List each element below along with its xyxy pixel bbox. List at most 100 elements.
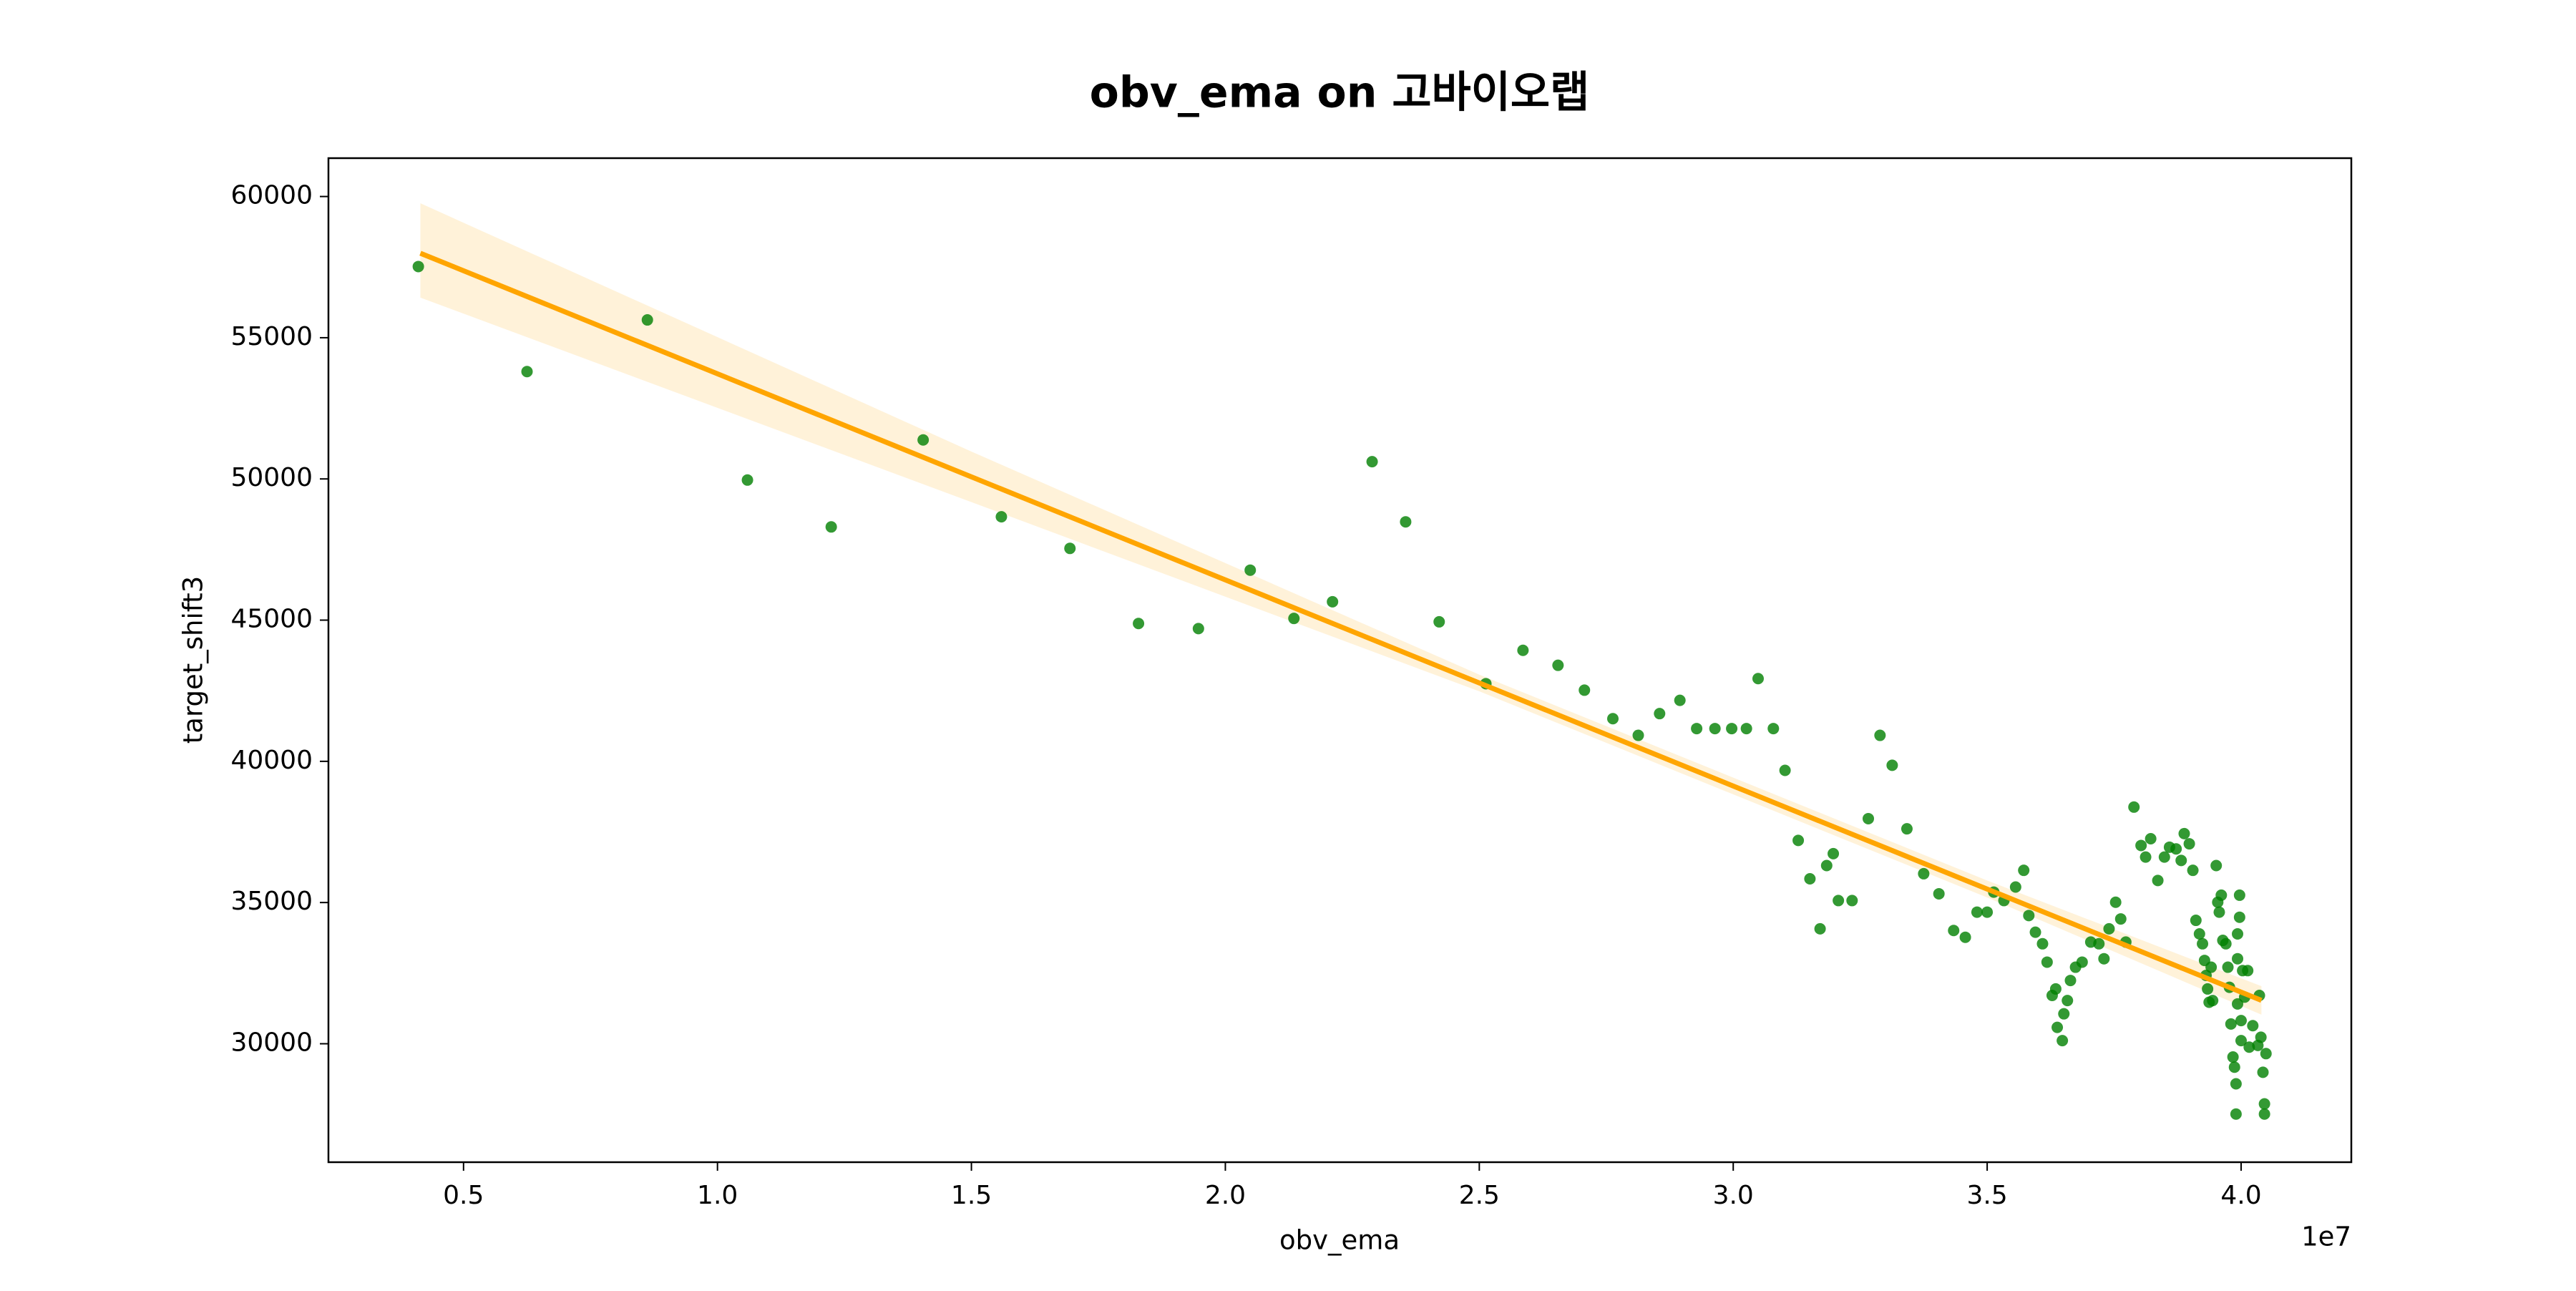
scatter-point	[2255, 1031, 2267, 1043]
x-tick-label: 1.5	[951, 1181, 992, 1210]
scatter-point	[1792, 834, 1805, 847]
scatter-point	[1133, 618, 1145, 630]
scatter-point	[2145, 832, 2157, 844]
scatter-point	[2057, 1035, 2069, 1047]
scatter-point	[2140, 851, 2152, 863]
scatter-point	[2128, 801, 2140, 813]
scatter-point	[1933, 887, 1945, 900]
scatter-point	[2232, 927, 2244, 940]
scatter-point	[2230, 1108, 2242, 1120]
scatter-point	[1833, 895, 1845, 907]
scatter-point	[2247, 1020, 2259, 1032]
scatter-point	[2041, 956, 2053, 968]
x-axis-label: obv_ema	[1279, 1225, 1400, 1256]
scatter-point	[2098, 953, 2110, 965]
scatter-point	[1981, 906, 1994, 918]
scatter-point	[1918, 867, 1930, 880]
scatter-point	[1828, 847, 1840, 859]
scatter-point	[2232, 953, 2244, 965]
scatter-point	[2152, 875, 2164, 887]
scatter-point	[2051, 1021, 2064, 1033]
scatter-point	[2170, 843, 2182, 855]
y-tick-label: 55000	[230, 322, 313, 351]
scatter-point	[2202, 983, 2214, 995]
y-tick-label: 30000	[230, 1028, 313, 1057]
scatter-point	[1709, 723, 1721, 735]
scatter-point	[2207, 995, 2219, 1007]
scatter-point	[2235, 1015, 2247, 1027]
scatter-point	[1767, 723, 1780, 735]
scatter-point	[2225, 1018, 2237, 1030]
x-tick-label: 1.0	[697, 1181, 738, 1210]
scatter-point	[2183, 838, 2195, 850]
scatter-point	[2243, 1041, 2255, 1053]
scatter-point	[2222, 961, 2234, 973]
scatter-point	[2109, 896, 2122, 908]
scatter-point	[2187, 864, 2199, 877]
scatter-point	[2036, 937, 2049, 950]
scatter-point	[2114, 913, 2127, 925]
scatter-point	[1886, 759, 1898, 771]
scatter-point	[2213, 906, 2225, 918]
y-tick-label: 40000	[230, 746, 313, 775]
scatter-point	[2049, 983, 2062, 995]
x-tick-label: 0.5	[443, 1181, 484, 1210]
scatter-point	[2023, 910, 2035, 922]
scatter-point	[2178, 827, 2190, 839]
scatter-point	[2242, 965, 2254, 977]
scatter-point	[2233, 889, 2245, 901]
y-axis-label: target_shift3	[178, 576, 209, 744]
scatter-point	[1959, 931, 1971, 943]
scatter-point	[1674, 694, 1686, 706]
x-offset-label: 1e7	[2301, 1222, 2351, 1252]
scatter-point	[2093, 937, 2105, 950]
scatter-point	[1579, 684, 1591, 696]
scatter-point	[2258, 1108, 2270, 1120]
scatter-point	[1288, 613, 1300, 625]
scatter-point	[2058, 1008, 2070, 1020]
scatter-point	[741, 474, 753, 486]
scatter-point	[2220, 937, 2232, 950]
x-tick-label: 4.0	[2220, 1181, 2261, 1210]
regression-line	[419, 250, 2263, 1003]
x-tick-label: 3.5	[1966, 1181, 2007, 1210]
scatter-point	[2232, 998, 2244, 1010]
scatter-point	[1820, 859, 1833, 872]
scatter-point	[1874, 729, 1886, 741]
scatter-point	[1327, 595, 1339, 608]
scatter-point	[917, 434, 930, 446]
scatter-point	[825, 521, 837, 533]
scatter-point	[1901, 823, 1913, 835]
scatter-point	[2175, 854, 2187, 867]
scatter-point	[1779, 764, 1791, 776]
scatter-point	[1366, 456, 1378, 468]
scatter-point	[1814, 922, 1826, 935]
scatter-point	[2193, 927, 2205, 940]
scatter-point	[1948, 925, 1960, 937]
scatter-point	[1064, 542, 1076, 555]
scatter-point	[1863, 812, 1875, 824]
scatter-point	[2076, 956, 2088, 968]
y-tick-label: 50000	[230, 463, 313, 492]
scatter-point	[2135, 839, 2147, 852]
scatter-point	[1654, 708, 1666, 720]
x-tick-label: 2.5	[1459, 1181, 1500, 1210]
scatter-point	[2228, 1061, 2240, 1073]
scatter-point	[1726, 723, 1738, 735]
scatter-point	[2103, 922, 2115, 935]
scatter-point	[1517, 644, 1529, 656]
scatter-point	[2230, 1078, 2242, 1090]
scatter-point	[2258, 1098, 2270, 1110]
scatter-point	[2197, 937, 2209, 950]
scatter-point	[1552, 659, 1564, 671]
scatter-point	[1606, 713, 1619, 725]
scatter-point	[1400, 516, 1412, 528]
scatter-point	[2257, 1066, 2269, 1078]
scatter-point	[2210, 859, 2223, 872]
axes-frame	[327, 157, 2353, 1164]
scatter-point	[995, 511, 1008, 523]
scatter-point	[2227, 1051, 2239, 1063]
scatter-point	[1691, 723, 1703, 735]
